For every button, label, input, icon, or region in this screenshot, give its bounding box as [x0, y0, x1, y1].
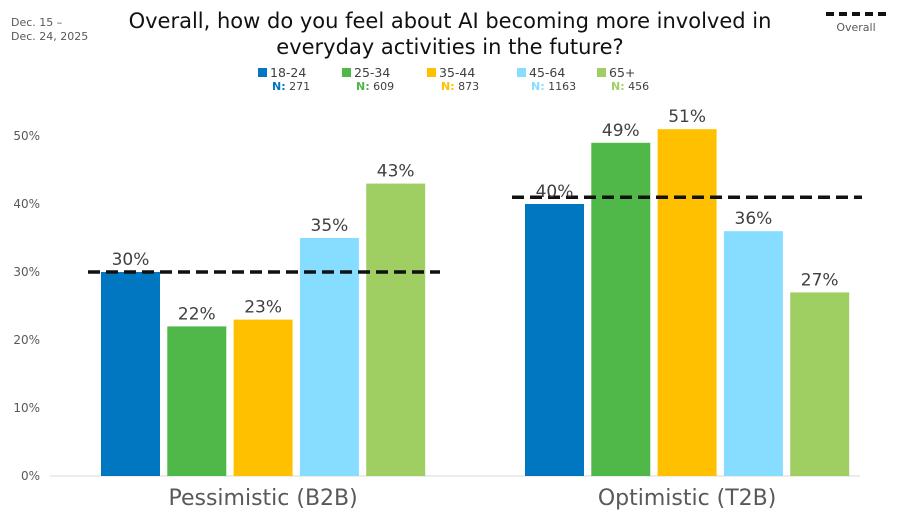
- y-tick-label: 20%: [13, 333, 40, 347]
- legend: 18-24 N: 271 25-34 N: 609 35-44 N: 873 4…: [0, 66, 903, 98]
- legend-n-value: 873: [458, 80, 480, 93]
- legend-swatch: [342, 68, 351, 77]
- category-label: Optimistic (T2B): [598, 486, 777, 511]
- legend-n-label: N:: [531, 80, 545, 93]
- bar-35-44-pessimistic: [233, 319, 293, 476]
- legend-label: 25-34: [354, 65, 391, 80]
- data-label: 27%: [801, 270, 839, 290]
- bar-25-34-optimistic: [591, 142, 651, 477]
- legend-swatch: [597, 68, 606, 77]
- bar-18-24-pessimistic: [101, 272, 160, 476]
- overall-dash-icon: [826, 12, 886, 16]
- chart-title: Overall, how do you feel about AI becomi…: [128, 9, 772, 59]
- overall-legend: Overall: [818, 12, 894, 34]
- data-label: 23%: [244, 298, 282, 318]
- data-label: 49%: [602, 121, 640, 141]
- legend-item-35-44: 35-44 N: 873: [427, 66, 507, 94]
- y-tick-label: 0%: [21, 469, 40, 483]
- legend-n-label: N:: [356, 80, 370, 93]
- data-label: 40%: [536, 182, 574, 202]
- bars: [101, 129, 850, 477]
- legend-n-value: 1163: [548, 80, 577, 93]
- legend-item-45-64: 45-64 N: 1163: [517, 66, 597, 94]
- y-tick-label: 50%: [13, 129, 40, 143]
- legend-swatch: [427, 68, 436, 77]
- legend-item-65-plus: 65+ N: 456: [597, 66, 677, 94]
- legend-n-label: N:: [272, 80, 286, 93]
- bar-65-plus-pessimistic: [366, 183, 426, 476]
- legend-n-label: N:: [441, 80, 455, 93]
- legend-label: 18-24: [270, 65, 307, 80]
- data-label: 30%: [112, 250, 150, 270]
- bar-25-34-pessimistic: [167, 326, 227, 476]
- legend-swatch: [258, 68, 267, 77]
- date-range: Dec. 15 – Dec. 24, 2025: [11, 16, 88, 44]
- legend-n-value: 271: [289, 80, 311, 93]
- bar-35-44-optimistic: [657, 129, 717, 476]
- bar-45-64-optimistic: [723, 231, 783, 476]
- data-label: 51%: [668, 107, 706, 127]
- data-label: 43%: [377, 162, 415, 182]
- legend-label: 45-64: [529, 65, 566, 80]
- overall-lines: [88, 195, 862, 274]
- y-tick-label: 10%: [13, 401, 40, 415]
- y-tick-label: 30%: [13, 265, 40, 279]
- data-label: 22%: [178, 304, 216, 324]
- overall-legend-label: Overall: [836, 21, 876, 34]
- legend-item-18-24: 18-24 N: 271: [258, 66, 338, 94]
- date-range-end: Dec. 24, 2025: [11, 30, 89, 43]
- date-range-start: Dec. 15 –: [11, 16, 63, 29]
- bar-65-plus-optimistic: [790, 292, 850, 476]
- data-label: 35%: [311, 216, 349, 236]
- category-labels: Pessimistic (B2B) Optimistic (T2B): [168, 486, 776, 511]
- data-label: 36%: [735, 209, 773, 229]
- category-label: Pessimistic (B2B): [168, 486, 357, 511]
- legend-n-value: 609: [373, 80, 395, 93]
- legend-item-25-34: 25-34 N: 609: [342, 66, 422, 94]
- legend-label: 65+: [609, 65, 636, 80]
- legend-swatch: [517, 68, 526, 77]
- legend-n-label: N:: [611, 80, 625, 93]
- legend-n-value: 456: [628, 80, 650, 93]
- data-labels: 30% 22% 23% 35% 43% 40% 49% 51% 36% 27%: [112, 107, 839, 324]
- y-tick-label: 40%: [13, 197, 40, 211]
- bar-45-64-pessimistic: [299, 238, 359, 476]
- bar-18-24-optimistic: [525, 204, 584, 476]
- legend-label: 35-44: [439, 65, 476, 80]
